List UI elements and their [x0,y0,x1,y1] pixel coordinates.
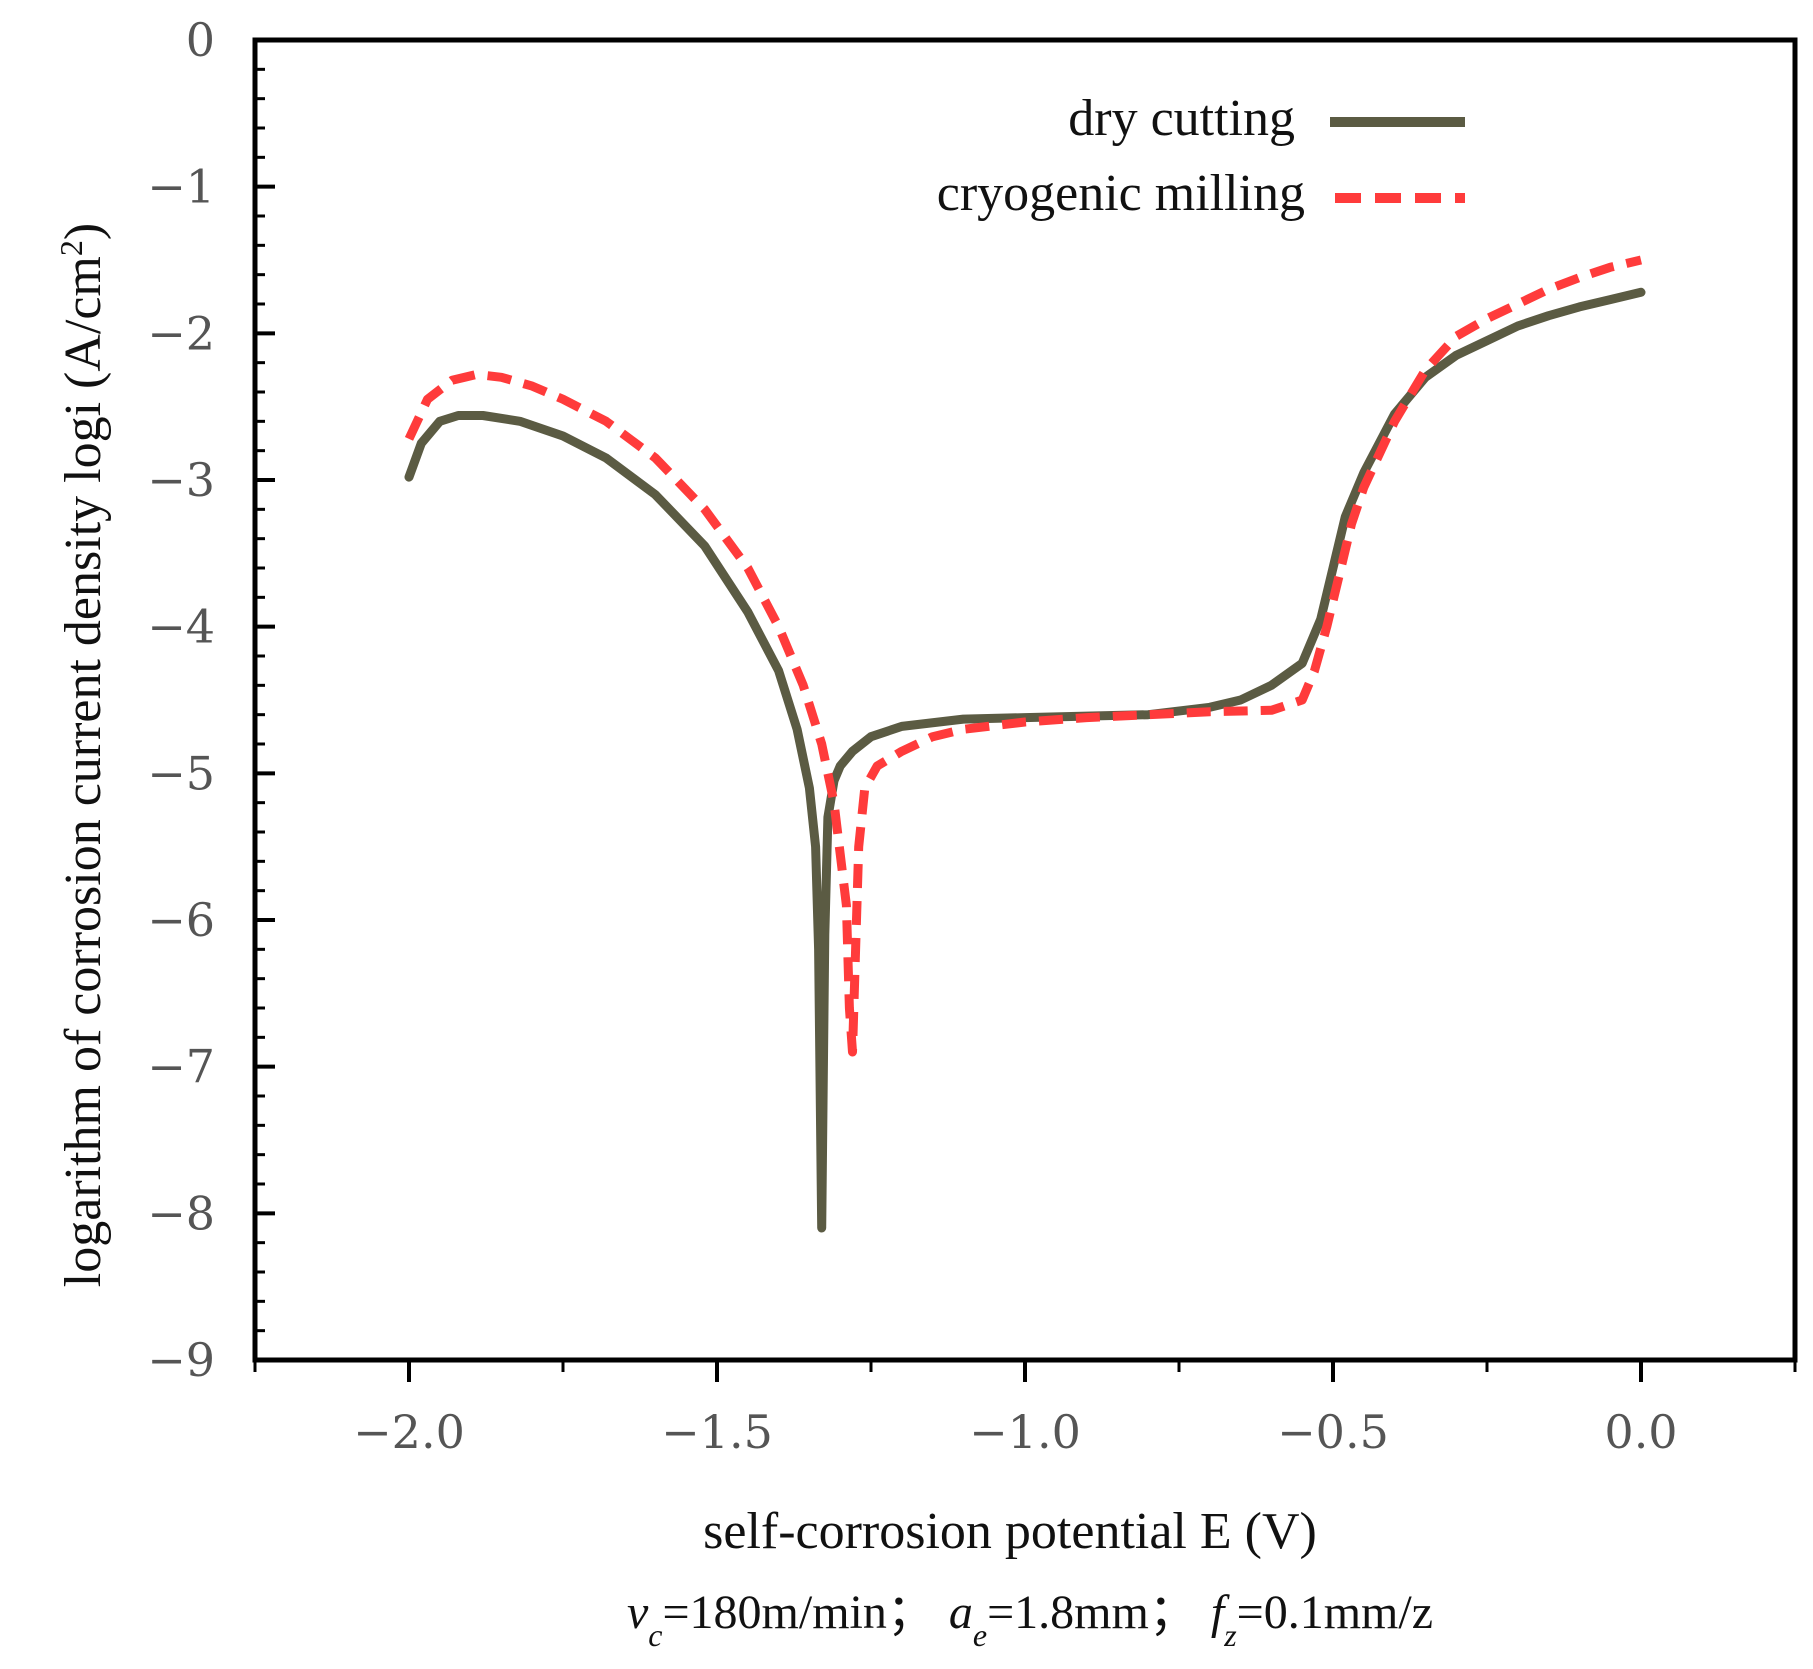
series-line-cryogenic-milling [404,255,1643,1057]
x-tick-label: −0.5 [1277,1405,1389,1459]
conditions-caption: vc=180m/min； ae=1.8mm； fz=0.1mm/z [627,1586,1433,1653]
caption-vc-val: =180m/min； [662,1586,934,1639]
caption-ae-var: a [949,1586,973,1639]
y-tick-label: −2 [147,306,215,360]
caption-vc-var: v [627,1586,649,1639]
y-axis-title-sup: 2 [53,240,89,256]
legend-label-dry-cutting: dry cutting [1068,90,1295,147]
caption-fz-sub: z [1223,1617,1237,1653]
caption-ae-val: =1.8mm； [987,1586,1197,1639]
y-tick-label: −4 [147,600,215,654]
ticks: 0 −1 −2 −3 −4 −5 −6 −7 −8 −9 −2.0 −1.5 −1.0 −0.5 0.0 [147,13,1797,1459]
y-tick-label: −3 [147,453,215,507]
series-line-dry-cutting [404,287,1646,1233]
series-lines [404,255,1646,1233]
caption-vc-sub: c [648,1617,662,1653]
y-tick-label: −7 [147,1040,215,1094]
legend-label-cryogenic-milling: cryogenic milling [937,165,1305,222]
y-tick-label: −9 [147,1333,215,1387]
x-tick-label: −2.0 [353,1405,465,1459]
caption-ae-sub: e [973,1617,987,1653]
y-tick-label: −6 [147,893,215,947]
x-tick-label: −1.5 [661,1405,773,1459]
y-tick-label: −5 [147,746,215,800]
x-axis-title: self-corrosion potential E (V) [703,1503,1317,1560]
y-axis-title-main: logarithm of corrosion current density l… [55,256,112,1287]
axes [252,37,1798,1363]
x-tick-label: −1.0 [969,1405,1081,1459]
y-tick-label: 0 [186,13,215,67]
plot-frame [252,37,1798,1363]
legend: dry cutting cryogenic milling [937,90,1465,222]
caption-fz-val: =0.1mm/z [1237,1586,1433,1639]
y-tick-label: −8 [147,1186,215,1240]
x-tick-label: 0.0 [1604,1405,1677,1459]
y-tick-label: −1 [147,160,215,214]
y-axis-title-end: ) [55,223,112,240]
y-axis-title: logarithm of corrosion current density l… [53,223,112,1287]
